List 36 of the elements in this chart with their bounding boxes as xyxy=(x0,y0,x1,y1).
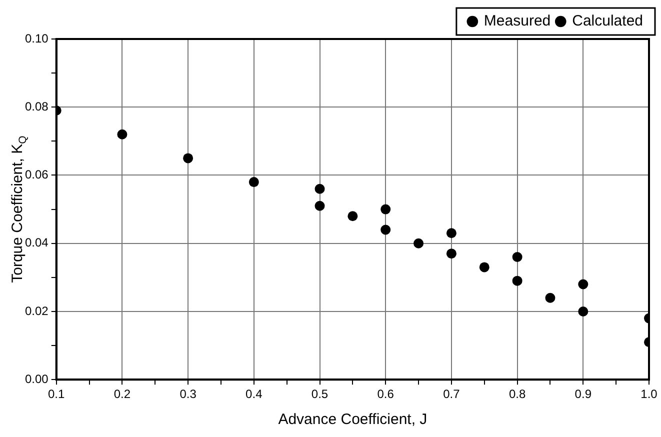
x-tick-label: 0.4 xyxy=(246,387,263,402)
point xyxy=(446,228,456,238)
legend-label: Calculated xyxy=(572,12,644,30)
y-tick-label: 0.02 xyxy=(24,304,49,318)
x-tick-label: 0.1 xyxy=(48,387,66,402)
point xyxy=(314,184,325,194)
point xyxy=(348,211,358,222)
point xyxy=(578,306,588,316)
x-axis-title: Advance Coefficient, J xyxy=(278,411,428,428)
x-tick-label: 0.8 xyxy=(508,387,526,402)
point xyxy=(183,153,194,164)
point xyxy=(380,224,391,235)
x-tick-label: 0.6 xyxy=(377,387,394,402)
point xyxy=(479,262,490,272)
point xyxy=(380,204,391,214)
y-tick-label: 0.10 xyxy=(24,31,49,46)
y-tick-label: 0.06 xyxy=(24,168,49,182)
x-tick-label: 0.3 xyxy=(180,387,197,402)
point xyxy=(512,276,522,286)
point xyxy=(414,238,424,248)
point xyxy=(512,252,522,262)
y-tick-label: 0.00 xyxy=(24,372,49,386)
x-tick-label: 0.5 xyxy=(311,387,328,402)
point xyxy=(446,248,456,259)
x-tick-label: 0.9 xyxy=(574,387,592,402)
point xyxy=(314,200,325,211)
y-tick-label: 0.04 xyxy=(24,236,49,250)
x-tick-label: 0.2 xyxy=(114,387,131,402)
x-tick-label: 0.7 xyxy=(443,387,460,402)
x-tick-label: 1.0 xyxy=(640,387,658,402)
point xyxy=(117,129,128,140)
legend-label: Measured xyxy=(484,12,551,30)
point xyxy=(248,177,259,188)
point xyxy=(578,279,588,290)
y-tick-label: 0.08 xyxy=(24,99,49,114)
point xyxy=(545,292,556,303)
